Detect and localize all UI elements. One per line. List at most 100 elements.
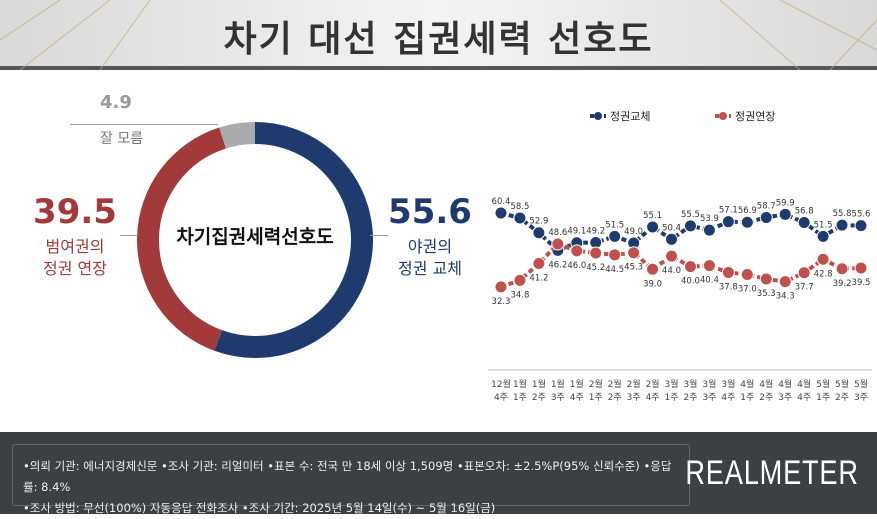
x-tick-label: 1주 bbox=[665, 392, 679, 403]
survey-info: •의뢰 기관: 에너지경제신문 •조사 기관: 리얼미터 •표본 수: 전국 만… bbox=[12, 444, 690, 515]
data-point bbox=[740, 215, 754, 229]
data-point bbox=[721, 265, 735, 279]
data-label: 34.3 bbox=[776, 292, 795, 302]
data-label: 39.5 bbox=[852, 278, 871, 288]
x-tick-label: 4주 bbox=[494, 392, 508, 403]
data-point bbox=[854, 261, 868, 275]
data-point bbox=[532, 256, 546, 270]
data-label: 40.0 bbox=[681, 277, 700, 287]
data-point bbox=[494, 280, 508, 294]
data-point bbox=[532, 226, 546, 240]
ruling-label-2: 정권 연장 bbox=[43, 259, 107, 278]
page-title: 차기 대선 집권세력 선호도 bbox=[223, 19, 654, 60]
x-tick-label: 4월 bbox=[759, 378, 773, 390]
data-point bbox=[721, 215, 735, 229]
x-tick-label: 3주 bbox=[702, 392, 716, 403]
data-point bbox=[665, 232, 679, 246]
data-label: 58.7 bbox=[757, 201, 776, 211]
x-tick-label: 2월 bbox=[608, 378, 622, 390]
x-tick-label: 3월 bbox=[665, 378, 679, 390]
x-tick-label: 3주 bbox=[551, 392, 565, 403]
legend-marker-dot bbox=[719, 112, 727, 120]
x-tick-label: 3주 bbox=[854, 392, 868, 403]
x-tick-label: 4월 bbox=[797, 378, 811, 390]
opposition-value: 55.6 bbox=[388, 192, 472, 232]
x-tick-label: 2주 bbox=[835, 392, 849, 403]
legend-label: 정권연장 bbox=[735, 110, 775, 123]
x-tick-label: 2월 bbox=[646, 378, 660, 390]
data-point bbox=[740, 268, 754, 282]
data-label: 44.5 bbox=[605, 265, 624, 275]
x-tick-label: 4월 bbox=[740, 378, 754, 390]
data-label: 56.9 bbox=[738, 206, 757, 216]
x-tick-label: 1주 bbox=[740, 392, 754, 403]
data-point bbox=[646, 220, 660, 234]
data-label: 49.1 bbox=[567, 227, 586, 237]
footer: •의뢰 기관: 에너지경제신문 •조사 기관: 리얼미터 •표본 수: 전국 만… bbox=[0, 432, 877, 515]
realmeter-logo: REALMETER bbox=[685, 454, 859, 492]
data-point bbox=[494, 206, 508, 220]
x-tick-label: 3월 bbox=[702, 378, 716, 390]
data-point bbox=[797, 215, 811, 229]
x-tick-label: 1월 bbox=[551, 378, 565, 390]
x-tick-label: 5월 bbox=[835, 378, 849, 390]
x-tick-label: 4주 bbox=[721, 392, 735, 403]
data-label: 34.8 bbox=[510, 290, 529, 300]
data-label: 55.8 bbox=[833, 209, 852, 219]
x-tick-label: 4주 bbox=[646, 392, 660, 403]
survey-info-line-2: •조사 방법: 무선(100%) 자동응답 전화조사 •조사 기간: 2025년… bbox=[23, 501, 496, 515]
x-tick-label: 2주 bbox=[683, 392, 697, 403]
data-label: 40.4 bbox=[700, 276, 719, 286]
data-point bbox=[702, 223, 716, 237]
x-tick-label: 4주 bbox=[570, 392, 584, 403]
x-tick-label: 1월 bbox=[513, 378, 527, 390]
header: 차기 대선 집권세력 선호도 bbox=[0, 0, 877, 70]
data-label: 50.4 bbox=[662, 223, 681, 233]
ruling-leader-line bbox=[120, 235, 138, 236]
donut-center-label: 차기집권세력선호도 bbox=[176, 226, 334, 248]
data-label: 37.7 bbox=[795, 283, 814, 293]
opposition-label-2: 정권 교체 bbox=[398, 259, 462, 278]
x-tick-label: 1주 bbox=[589, 392, 603, 403]
data-point bbox=[551, 237, 565, 251]
survey-info-line-1: •의뢰 기관: 에너지경제신문 •조사 기관: 리얼미터 •표본 수: 전국 만… bbox=[23, 459, 672, 494]
data-label: 48.6 bbox=[548, 228, 567, 238]
data-label: 41.2 bbox=[529, 273, 548, 283]
opposition-leader-line bbox=[370, 235, 388, 236]
data-label: 39.0 bbox=[643, 279, 662, 289]
x-tick-label: 3월 bbox=[721, 378, 735, 390]
data-point bbox=[513, 211, 527, 225]
data-label: 53.9 bbox=[700, 214, 719, 224]
data-label: 37.0 bbox=[738, 285, 757, 295]
x-tick-label: 2주 bbox=[759, 392, 773, 403]
data-point bbox=[627, 246, 641, 260]
x-tick-label: 3주 bbox=[778, 392, 792, 403]
data-label: 32.3 bbox=[492, 297, 511, 307]
data-label: 55.5 bbox=[681, 210, 700, 220]
data-point bbox=[835, 218, 849, 232]
legend-marker-dot bbox=[594, 112, 602, 120]
donut-slice-0 bbox=[214, 122, 373, 358]
data-label: 42.8 bbox=[814, 269, 833, 279]
donut-slice-1 bbox=[137, 127, 227, 351]
x-tick-label: 1월 bbox=[532, 378, 546, 390]
data-label: 60.4 bbox=[492, 197, 511, 207]
x-tick-label: 2주 bbox=[532, 392, 546, 403]
x-tick-label: 1주 bbox=[513, 392, 527, 403]
x-tick-label: 4주 bbox=[797, 392, 811, 403]
data-label: 55.1 bbox=[643, 211, 662, 221]
x-tick-label: 2월 bbox=[627, 378, 641, 390]
x-tick-label: 1주 bbox=[816, 392, 830, 403]
unknown-label: 잘 모름 bbox=[100, 131, 144, 147]
data-point bbox=[778, 275, 792, 289]
data-label: 51.5 bbox=[814, 220, 833, 230]
x-tick-label: 5월 bbox=[854, 378, 868, 390]
x-tick-label: 2월 bbox=[589, 378, 603, 390]
data-point bbox=[608, 248, 622, 262]
x-tick-label: 3월 bbox=[683, 378, 697, 390]
ruling-value: 39.5 bbox=[33, 192, 117, 232]
data-label: 35.3 bbox=[757, 289, 776, 299]
data-label: 46.2 bbox=[548, 260, 567, 270]
legend-label: 정권교체 bbox=[610, 110, 650, 123]
data-point bbox=[570, 244, 584, 258]
